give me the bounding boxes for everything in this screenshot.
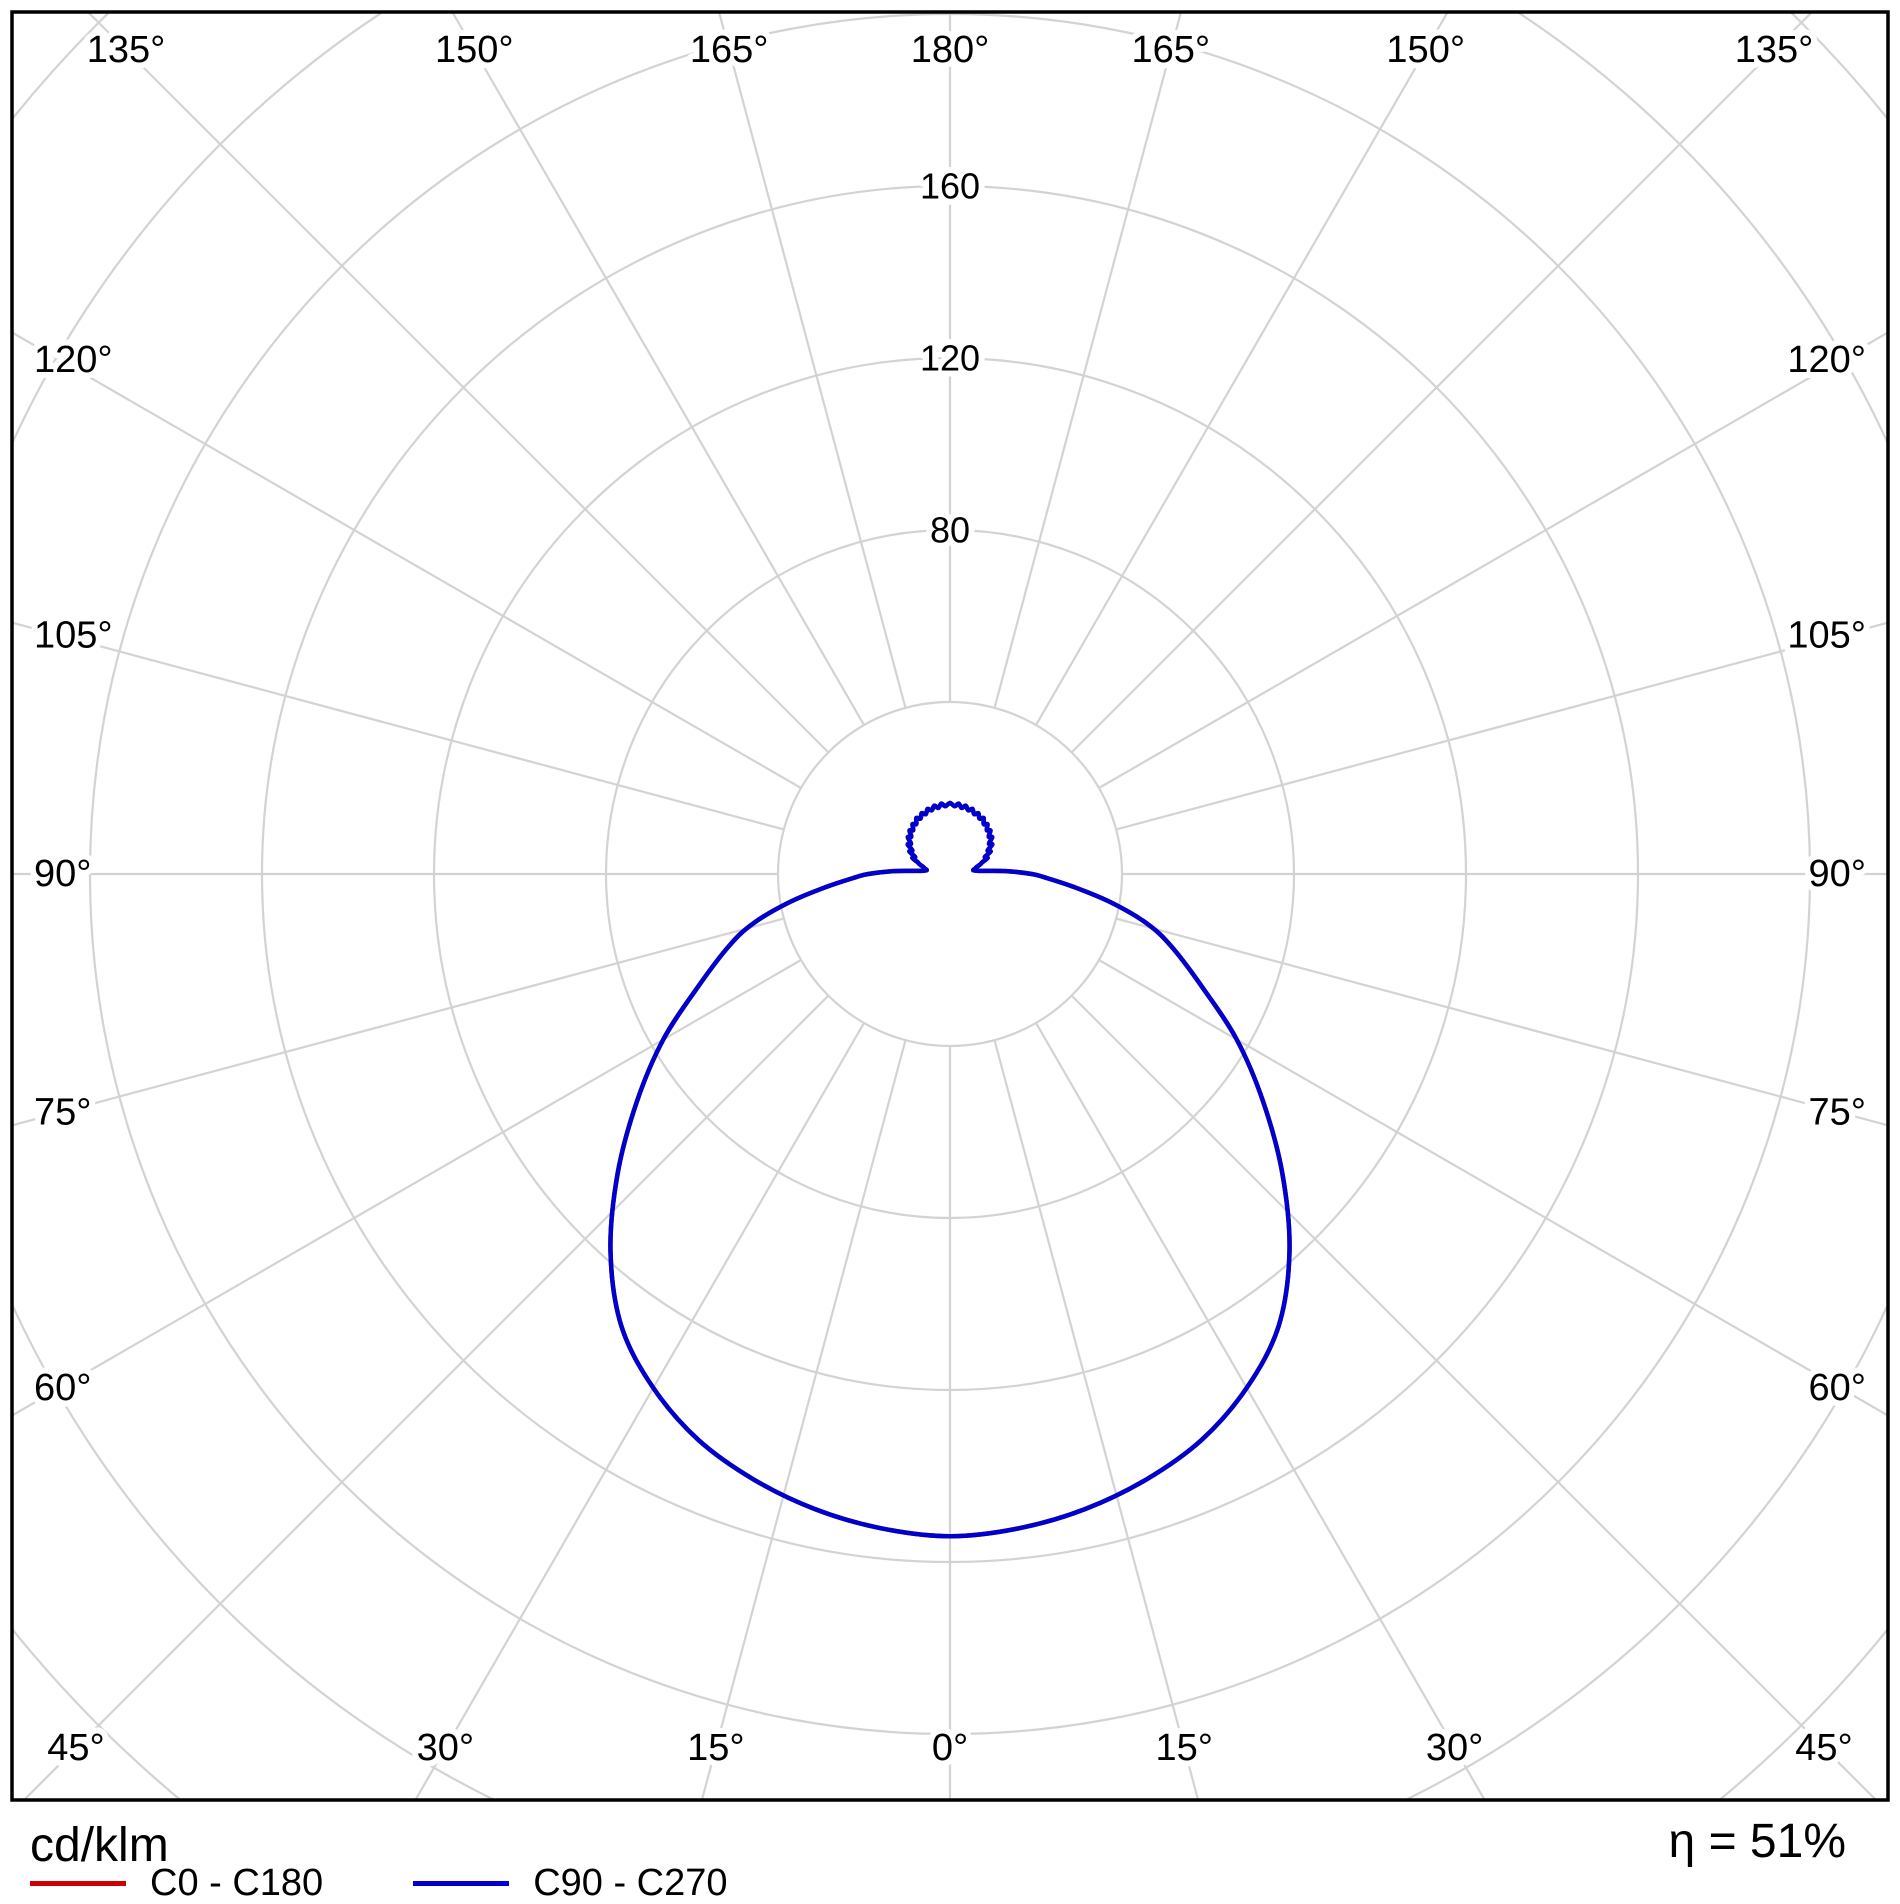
polar-grid-ring (776, 700, 1124, 1048)
legend-label-c0-c180: C0 - C180 (150, 1862, 324, 1904)
ring-label: 160 (920, 166, 980, 207)
polar-grid-spoke (12, 959, 802, 1417)
polar-grid-spoke (1115, 621, 1888, 831)
legend: C0 - C180 C90 - C270 (30, 1864, 728, 1902)
angle-label: 165° (690, 29, 769, 71)
ring-label: 80 (930, 510, 970, 551)
polar-grid-spoke (1035, 12, 1449, 726)
legend-line-blue (413, 1880, 510, 1886)
polar-grid-spoke (717, 12, 907, 709)
polar-grid-spoke (451, 12, 865, 726)
angle-label: 165° (1131, 29, 1210, 71)
polar-grid-spoke (1070, 994, 1878, 1800)
angle-label: 75° (34, 1091, 91, 1133)
angle-label: 105° (34, 615, 113, 657)
angle-label: 120° (1787, 339, 1866, 381)
curve-c90-c270 (608, 800, 1292, 1539)
polar-grid-spoke (993, 1039, 1200, 1800)
angle-label: 150° (1386, 29, 1465, 71)
polar-grid-spoke (1070, 12, 1814, 754)
legend-line-red (30, 1880, 126, 1886)
angle-label: 135° (87, 29, 166, 71)
angle-label: 150° (435, 29, 514, 71)
angle-label: 15° (1155, 1727, 1212, 1769)
angle-label: 75° (1809, 1091, 1866, 1133)
legend-item-c0-c180: C0 - C180 (30, 1864, 323, 1902)
angle-label: 15° (687, 1727, 744, 1769)
angle-label: 45° (47, 1727, 104, 1769)
angle-label: 0° (932, 1727, 968, 1769)
angle-label: 90° (1809, 853, 1866, 895)
angle-label: 30° (417, 1727, 474, 1769)
polar-grid-spoke (414, 1022, 865, 1800)
angle-label: 120° (34, 339, 113, 381)
polar-grid-spoke (1035, 1022, 1486, 1800)
polar-grid-spoke (993, 12, 1183, 709)
polar-grid-spoke (22, 994, 830, 1800)
polar-grid-spoke (1115, 917, 1888, 1127)
angle-label: 135° (1735, 29, 1814, 71)
unit-label: cd/klm (30, 1819, 169, 1872)
polar-grid-spoke (12, 917, 785, 1127)
angle-label: 30° (1426, 1727, 1483, 1769)
ring-label: 120 (920, 338, 980, 379)
polar-grid-spoke (1098, 959, 1888, 1417)
angle-label: 105° (1787, 615, 1866, 657)
polar-grid-spoke (86, 12, 830, 754)
efficiency-label: η = 51% (1668, 1815, 1846, 1868)
angle-label: 60° (1809, 1367, 1866, 1409)
plot-border (10, 10, 1890, 1802)
polar-grid-spoke (12, 331, 802, 789)
angle-label: 90° (34, 853, 91, 895)
polar-grid-spoke (700, 1039, 907, 1800)
polar-grid-spoke (12, 621, 785, 831)
legend-label-c90-c270: C90 - C270 (533, 1862, 728, 1904)
polar-grid-spoke (1098, 331, 1888, 789)
angle-label: 45° (1795, 1727, 1852, 1769)
angle-label: 180° (911, 29, 990, 71)
angle-label: 60° (34, 1367, 91, 1409)
legend-item-c90-c270: C90 - C270 (413, 1862, 728, 1904)
